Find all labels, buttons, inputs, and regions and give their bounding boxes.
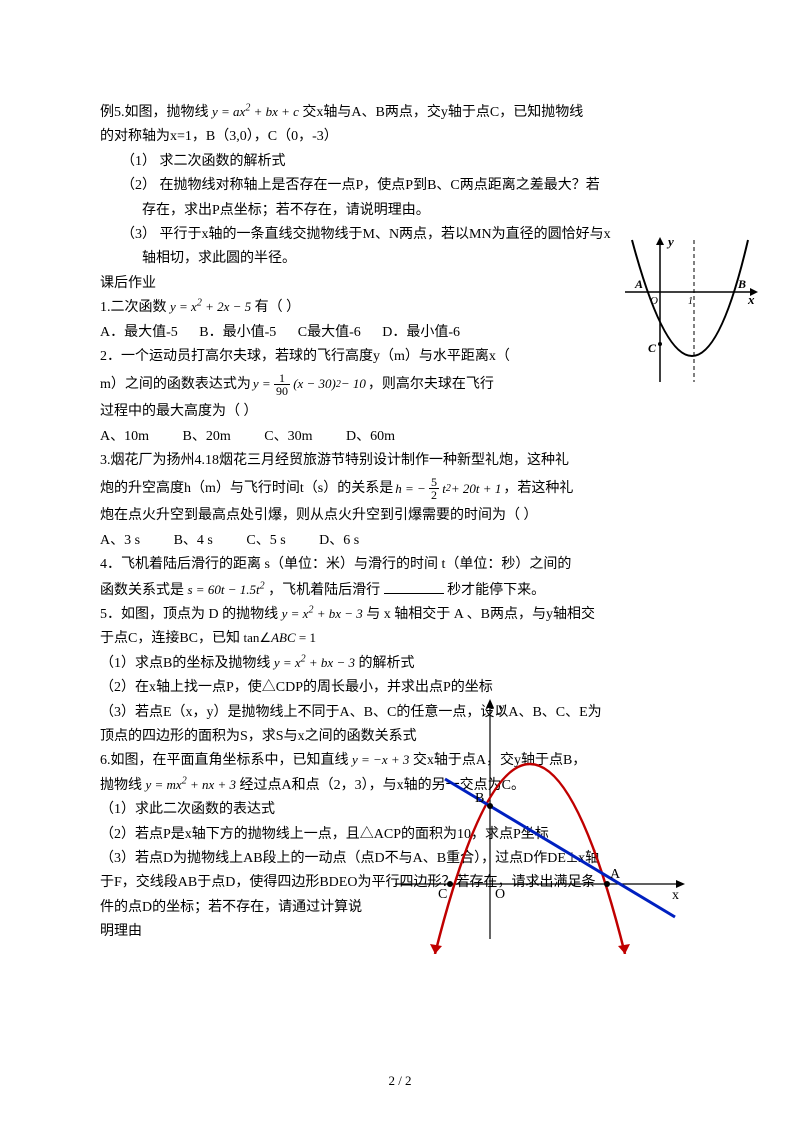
page-number: 2 / 2: [0, 1071, 800, 1092]
p3-line3: 炮在点火升空到最高点处引爆，则从点火升空到引爆需要的时间为（ ）: [100, 505, 700, 527]
p5-line1-post: 与 x 轴相交于 A 、B两点，与y轴相交: [366, 607, 595, 622]
ex5-line1: 例5.如图，抛物线 y = ax2 + bx + c 交x轴与A、B两点，交y轴…: [100, 102, 700, 124]
svg-text:O: O: [650, 295, 658, 307]
p3-optD: D、6 s: [319, 533, 359, 548]
p3-line2: 炮的升空高度h（m）与飞行时间t（s）的关系是 h = − 52 t2 + 20…: [100, 476, 573, 501]
figure2-svg: y x A B C O: [390, 694, 690, 954]
ex5-line1-post: 交x轴与A、B两点，交y轴于点C，已知抛物线: [302, 105, 583, 120]
svg-text:C: C: [648, 341, 657, 355]
p4-line2-post: 秒才能停下来。: [447, 583, 545, 598]
p5-line2: 于点C，连接BC，已知 tan∠ABC = 1: [100, 628, 700, 650]
p1-post: 有（ ）: [255, 300, 301, 315]
p2-line2-post: ，则高尔夫球在飞行: [368, 374, 494, 396]
content: 例5.如图，抛物线 y = ax2 + bx + c 交x轴与A、B两点，交y轴…: [100, 102, 700, 944]
p5-q1: （1）求点B的坐标及抛物线 y = x2 + bx − 3 的解析式: [100, 653, 700, 675]
ex5-q2a: （2） 在抛物线对称轴上是否存在一点P，使点P到B、C两点距离之差最大？若: [100, 175, 700, 197]
svg-text:y: y: [498, 701, 505, 716]
p4-formula: s = 60t − 1.5t2: [188, 582, 265, 597]
figure-parabola-line: y x A B C O: [390, 694, 690, 954]
p5-line2-pre: 于点C，连接BC，已知: [100, 631, 240, 646]
p2-line1: 2．一个运动员打高尔夫球，若球的飞行高度y（m）与水平距离x（: [100, 346, 700, 368]
p2-line2-pre: m）之间的函数表达式为: [100, 374, 251, 396]
ex5-q3a: （3） 平行于x轴的一条直线交抛物线于M、N两点，若以MN为直径的圆恰好与x: [100, 224, 700, 246]
ex5-q1: （1） 求二次函数的解析式: [100, 151, 700, 173]
p6-formula2: y = mx2 + nx + 3: [146, 777, 237, 792]
svg-text:O: O: [495, 887, 505, 902]
svg-text:C: C: [438, 887, 447, 902]
svg-text:x: x: [672, 888, 679, 903]
svg-text:A: A: [634, 277, 643, 291]
ex5-formula1: y = ax2 + bx + c: [212, 104, 299, 119]
svg-text:B: B: [475, 791, 484, 806]
svg-text:A: A: [610, 867, 621, 882]
svg-text:1: 1: [688, 296, 693, 307]
p1-optA: A．最大值-5: [100, 325, 178, 340]
p4-line2: 函数关系式是 s = 60t − 1.5t2 ，飞机着陆后滑行 秒才能停下来。: [100, 579, 700, 602]
p5-formula2: tan∠ABC = 1: [244, 630, 316, 645]
p2-optB: B、20m: [183, 429, 231, 444]
svg-text:y: y: [666, 234, 674, 249]
p4-line2-mid: ，飞机着陆后滑行: [268, 583, 380, 598]
ex5-line1-pre: 例5.如图，抛物线: [100, 105, 209, 120]
p5-q1-formula: y = x2 + bx − 3: [274, 655, 355, 670]
p4-line2-pre: 函数关系式是: [100, 583, 184, 598]
p2-line2: m）之间的函数表达式为 y = 190 (x − 30)2 − 10 ，则高尔夫…: [100, 372, 494, 397]
figure1-svg: y x A B O 1 C: [620, 232, 760, 392]
p1-options: A．最大值-5 B．最小值-5 C最大值-6 D．最小值-6: [100, 322, 700, 344]
p3-line1: 3.烟花厂为扬州4.18烟花三月经贸旅游节特别设计制作一种新型礼炮，这种礼: [100, 450, 700, 472]
figure-parabola-axes: y x A B O 1 C: [620, 232, 760, 392]
p2-optC: C、30m: [264, 429, 312, 444]
p1-pre: 1.二次函数: [100, 300, 167, 315]
p3-line2-pre: 炮的升空高度h（m）与飞行时间t（s）的关系是: [100, 478, 393, 500]
p5-line1: 5．如图，顶点为 D 的抛物线 y = x2 + bx − 3 与 x 轴相交于…: [100, 604, 700, 626]
svg-text:B: B: [737, 277, 746, 291]
p3-optC: C、5 s: [246, 533, 285, 548]
p6-line2-pre: 抛物线: [100, 778, 142, 793]
p2-line3: 过程中的最大高度为（ ）: [100, 401, 700, 423]
p5-line1-pre: 5．如图，顶点为 D 的抛物线: [100, 607, 278, 622]
p2-optD: D、60m: [346, 429, 395, 444]
p4-blank: [384, 579, 444, 594]
p2-formula: y = 190 (x − 30)2 − 10: [253, 372, 366, 397]
p3-optA: A、3 s: [100, 533, 140, 548]
p1-optC: C最大值-6: [298, 325, 361, 340]
p5-q1-pre: （1）求点B的坐标及抛物线: [100, 656, 270, 671]
ex5-q2b: 存在，求出P点坐标；若不存在，请说明理由。: [100, 200, 700, 222]
p5-q1-post: 的解析式: [358, 656, 414, 671]
p3-line2-post: ，若这种礼: [503, 478, 573, 500]
p2-optA: A、10m: [100, 429, 149, 444]
p3-formula: h = − 52 t2 + 20t + 1: [395, 476, 501, 501]
p3-optB: B、4 s: [174, 533, 213, 548]
p1-optD: D．最小值-6: [382, 325, 460, 340]
ex5-line2: 的对称轴为x=1，B（3,0），C（0，-3）: [100, 126, 700, 148]
p5-formula1: y = x2 + bx − 3: [282, 606, 363, 621]
p1-optB: B．最小值-5: [199, 325, 276, 340]
p1-line: 1.二次函数 y = x2 + 2x − 5 有（ ）: [100, 297, 700, 319]
svg-text:x: x: [747, 292, 755, 307]
p2-options: A、10m B、20m C、30m D、60m: [100, 426, 700, 448]
p1-formula: y = x2 + 2x − 5: [170, 299, 251, 314]
p6-line1-pre: 6.如图，在平面直角坐标系中，已知直线: [100, 753, 349, 768]
ex5-q3b: 轴相切，求此圆的半径。: [100, 248, 700, 270]
p4-line1: 4．飞机着陆后滑行的距离 s（单位：米）与滑行的时间 t（单位：秒）之间的: [100, 554, 700, 576]
page: 例5.如图，抛物线 y = ax2 + bx + c 交x轴与A、B两点，交y轴…: [0, 0, 800, 1132]
p3-options: A、3 s B、4 s C、5 s D、6 s: [100, 530, 700, 552]
homework-title: 课后作业: [100, 273, 700, 295]
